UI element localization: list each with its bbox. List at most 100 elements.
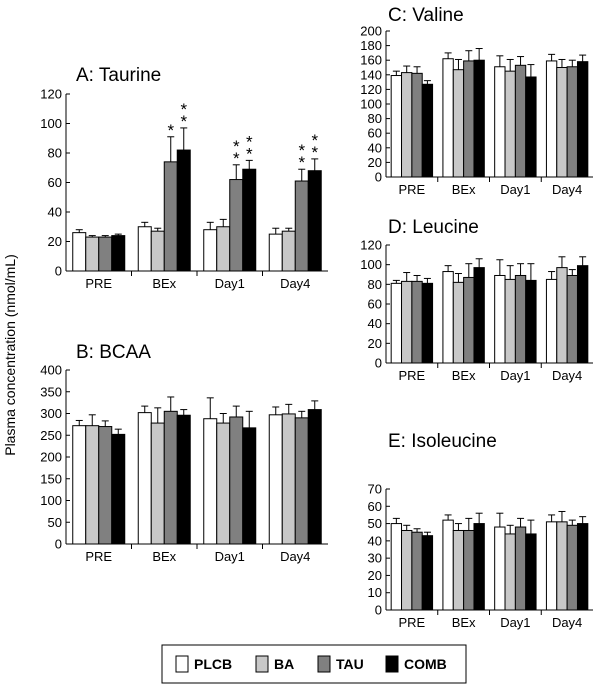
bar-c-bex-comb <box>473 59 485 178</box>
y-tick-label-c: 80 <box>368 111 382 126</box>
y-tick-label-e: 10 <box>368 585 382 600</box>
x-tick-label-d-pre: PRE <box>399 368 426 383</box>
bar-c-day1-tau <box>514 64 527 178</box>
y-tick-label-c: 140 <box>360 67 382 82</box>
x-tick-label-e-pre: PRE <box>399 615 426 630</box>
bar-c-pre-ba <box>401 72 413 178</box>
y-axis-label: Plasma concentration (nmol/mL) <box>2 254 18 456</box>
significance-marker-a-bex-tau: * <box>167 121 174 140</box>
chart-panel-a: A: Taurine 0 20 40 60 80 100 120 PRE BEx Day1 Day4 *… <box>40 65 328 291</box>
significance-marker-a-day1-tau: * <box>233 137 240 156</box>
significance-marker-a-day4-tau: * <box>298 141 305 160</box>
bar-b-day1-plcb <box>203 418 218 545</box>
bar-b-pre-ba <box>85 425 100 545</box>
bar-c-day1-comb <box>525 76 537 178</box>
significance-marker-a-day1-comb: * <box>246 144 253 163</box>
legend-swatch-plcb <box>175 655 189 673</box>
bar-b-day1-comb <box>242 427 257 545</box>
bar-c-day1-plcb <box>494 66 506 178</box>
y-tick-label-c: 180 <box>360 38 382 53</box>
bar-a-pre-plcb <box>72 232 87 272</box>
x-tick-label-e-day4: Day4 <box>552 615 582 630</box>
bar-e-pre-plcb <box>390 523 403 611</box>
bar-e-bex-ba <box>452 529 465 611</box>
bar-d-day1-ba <box>504 278 516 364</box>
x-tick-label-a-pre: PRE <box>85 276 112 291</box>
bar-c-day1-ba <box>504 70 516 178</box>
bar-b-day1-tau <box>229 416 244 545</box>
bar-e-day4-plcb <box>545 521 558 611</box>
y-tick-label-b: 400 <box>40 363 62 378</box>
y-tick-label-a: 120 <box>40 87 62 102</box>
bar-a-bex-tau <box>163 161 178 272</box>
bar-d-day4-tau <box>566 274 578 364</box>
bar-c-pre-plcb <box>390 75 403 178</box>
bar-c-day4-tau <box>566 66 578 178</box>
bar-a-day1-plcb <box>203 229 218 272</box>
bar-a-pre-comb <box>111 235 126 272</box>
bar-d-bex-plcb <box>442 271 454 364</box>
y-tick-label-d: 20 <box>368 336 382 351</box>
legend-swatch-comb <box>385 655 399 673</box>
y-tick-label-b: 200 <box>40 450 62 465</box>
y-tick-label-b: 300 <box>40 406 62 421</box>
bar-b-pre-tau <box>98 426 113 545</box>
y-tick-label-d: 120 <box>360 238 382 253</box>
bar-b-pre-plcb <box>72 425 87 545</box>
significance-marker-a-day4-comb: * <box>311 143 318 162</box>
bar-c-pre-comb <box>421 83 434 178</box>
x-tick-label-d-bex: BEx <box>452 368 476 383</box>
y-tick-label-c: 100 <box>360 97 382 112</box>
y-tick-label-e: 0 <box>375 603 382 618</box>
bar-d-bex-comb <box>473 267 485 364</box>
y-tick-label-a: 40 <box>48 205 62 220</box>
x-tick-label-b-pre: PRE <box>85 549 112 564</box>
bar-c-bex-tau <box>463 60 475 178</box>
chart-title-a: A: Taurine <box>76 65 161 86</box>
y-tick-label-b: 100 <box>40 493 62 508</box>
bar-d-day1-comb <box>525 279 537 364</box>
y-tick-label-b: 150 <box>40 471 62 486</box>
bar-e-pre-ba <box>401 529 413 611</box>
x-tick-label-a-day1: Day1 <box>215 276 245 291</box>
x-tick-label-a-bex: BEx <box>152 276 176 291</box>
bar-a-day4-plcb <box>268 233 283 272</box>
bar-c-day4-plcb <box>545 60 558 178</box>
bar-e-day1-ba <box>504 533 516 611</box>
bar-e-pre-tau <box>411 531 423 611</box>
bar-a-day1-ba <box>216 226 231 272</box>
bar-e-day4-comb <box>576 523 589 611</box>
bar-b-bex-tau <box>163 410 178 545</box>
bar-a-day1-comb <box>242 168 257 272</box>
bar-e-day4-ba <box>556 521 568 611</box>
bar-d-bex-tau <box>463 276 475 364</box>
x-tick-label-a-day4: Day4 <box>280 276 310 291</box>
y-tick-label-d: 60 <box>368 297 382 312</box>
y-tick-label-c: 60 <box>368 126 382 141</box>
legend-label-tau: TAU <box>336 656 364 672</box>
x-tick-label-e-day1: Day1 <box>500 615 530 630</box>
bar-c-day4-comb <box>576 61 589 178</box>
y-tick-label-d: 80 <box>368 277 382 292</box>
bar-a-day4-tau <box>294 180 309 272</box>
y-tick-label-d: 40 <box>368 316 382 331</box>
bar-e-day1-tau <box>514 526 527 611</box>
y-tick-label-c: 200 <box>360 24 382 39</box>
bar-b-pre-comb <box>111 433 126 545</box>
bar-b-day4-ba <box>281 413 296 545</box>
y-tick-label-e: 30 <box>368 551 382 566</box>
y-tick-label-a: 0 <box>55 264 62 279</box>
bar-a-bex-comb <box>176 149 191 272</box>
bar-e-bex-comb <box>473 523 485 611</box>
x-tick-label-d-day1: Day1 <box>500 368 530 383</box>
y-tick-label-a: 80 <box>48 146 62 161</box>
y-tick-label-b: 50 <box>48 515 62 530</box>
legend-item-plcb: PLCB <box>175 655 232 673</box>
y-tick-label-a: 100 <box>40 116 62 131</box>
bar-c-bex-ba <box>452 69 465 178</box>
y-tick-label-e: 20 <box>368 568 382 583</box>
legend-item-comb: COMB <box>385 655 447 673</box>
significance-marker-a-bex-comb: * <box>180 112 187 131</box>
y-tick-label-c: 0 <box>375 170 382 185</box>
bar-d-pre-comb <box>421 282 434 364</box>
